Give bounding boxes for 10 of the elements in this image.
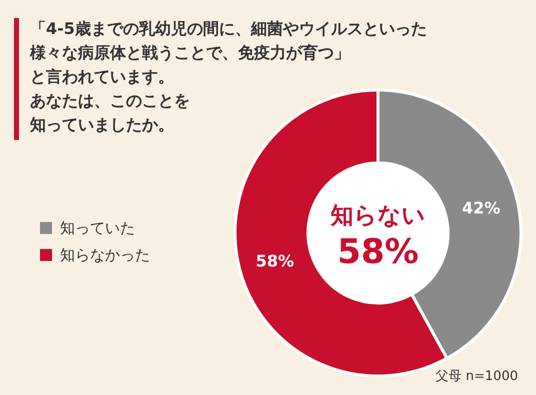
chart-title: 「4-5歳までの乳幼児の間に、細菌やウイルスといった様々な病原体と戦うことで、免疫力が育つ」 bbox=[29, 19, 427, 62]
text: 58% bbox=[337, 232, 419, 272]
legend-label: 知っていた bbox=[60, 219, 135, 237]
text: 知らない bbox=[330, 203, 426, 229]
text: あなたは、このことを知っていましたか。 bbox=[29, 91, 190, 134]
text: 父母 n=1000 bbox=[436, 369, 518, 384]
data-label: 58% bbox=[256, 251, 294, 270]
data-label: 42% bbox=[462, 198, 500, 218]
chart-subtitle: と言われています。 bbox=[30, 67, 174, 86]
legend-label: 知らなかった bbox=[60, 246, 150, 264]
